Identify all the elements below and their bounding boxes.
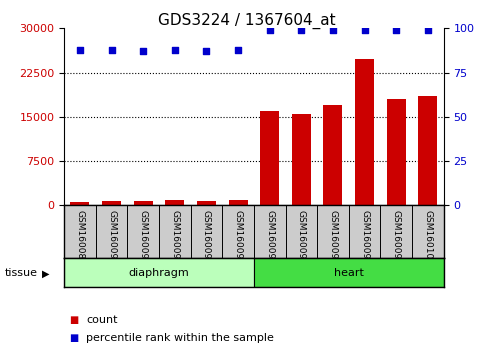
Text: count: count (86, 315, 118, 325)
Point (266, 27, 274, 33)
Text: percentile rank within the sample: percentile rank within the sample (86, 333, 274, 343)
Bar (64, 258, 254, 287)
Text: GSM160094: GSM160094 (234, 210, 243, 264)
Bar (292, 114, 311, 205)
Text: GSM160093: GSM160093 (202, 210, 211, 264)
Text: tissue: tissue (5, 268, 38, 278)
Bar (102, 201, 121, 205)
Text: GSM160100: GSM160100 (423, 210, 432, 264)
Text: GDS3224 / 1367604_at: GDS3224 / 1367604_at (158, 12, 335, 29)
Text: GSM160097: GSM160097 (328, 210, 338, 264)
Point (171, 47, 179, 52)
Bar (197, 201, 216, 205)
Bar (134, 201, 153, 205)
Bar (260, 111, 279, 205)
Point (361, 27, 369, 33)
Point (76, 47, 84, 52)
Text: GSM160099: GSM160099 (392, 210, 401, 264)
Text: ▶: ▶ (42, 268, 49, 278)
Bar (70, 202, 89, 205)
Text: GSM160096: GSM160096 (297, 210, 306, 264)
Text: GSM160090: GSM160090 (107, 210, 116, 264)
Text: GSM160092: GSM160092 (170, 210, 179, 264)
Bar (323, 105, 343, 205)
Point (424, 27, 432, 33)
Text: GSM160098: GSM160098 (360, 210, 369, 264)
Text: heart: heart (334, 268, 364, 278)
Point (392, 27, 400, 33)
Text: ■: ■ (69, 315, 78, 325)
Point (329, 27, 337, 33)
Point (139, 48, 147, 54)
Text: diaphragm: diaphragm (129, 268, 189, 278)
Bar (254, 258, 444, 287)
Point (203, 48, 211, 54)
Bar (165, 200, 184, 205)
Bar (229, 200, 247, 205)
Point (107, 47, 115, 52)
Text: ■: ■ (69, 333, 78, 343)
Bar (387, 99, 406, 205)
Text: GSM160095: GSM160095 (265, 210, 274, 264)
Point (234, 47, 242, 52)
Point (297, 27, 305, 33)
Text: GSM160089: GSM160089 (75, 210, 84, 264)
Bar (419, 96, 437, 205)
Text: GSM160091: GSM160091 (139, 210, 148, 264)
Bar (355, 59, 374, 205)
